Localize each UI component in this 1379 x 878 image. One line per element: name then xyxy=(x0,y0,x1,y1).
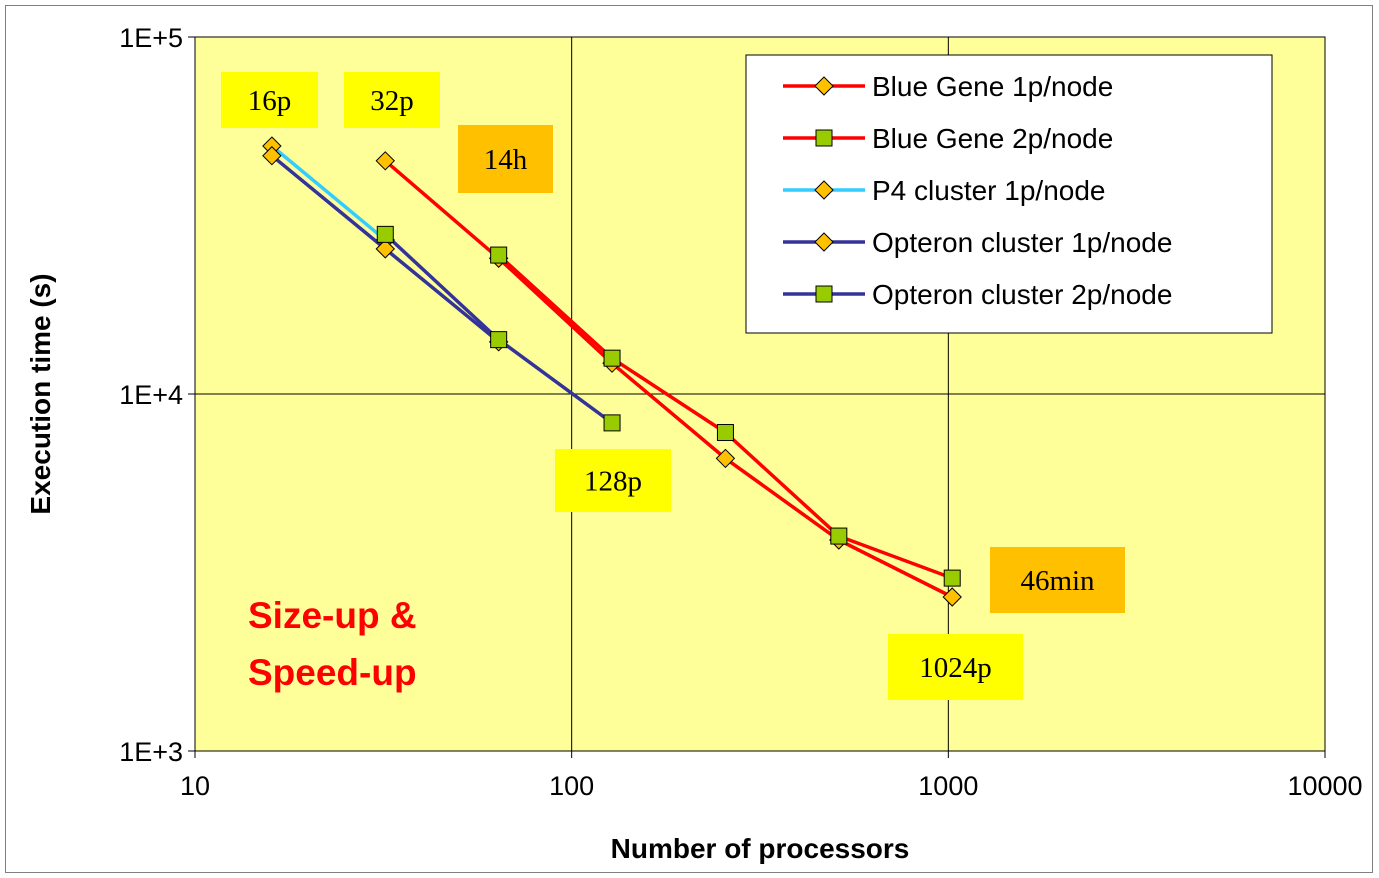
callout-128p: 128p xyxy=(555,449,671,512)
legend-marker xyxy=(815,285,833,303)
note-line-2: Speed-up xyxy=(248,652,417,693)
legend-label: Opteron cluster 2p/node xyxy=(872,279,1172,310)
legend-item-blue-gene-1p-node: Blue Gene 1p/node xyxy=(783,71,1113,102)
legend-marker xyxy=(814,76,834,96)
series-blue-gene-2p-node xyxy=(490,246,961,587)
data-point xyxy=(943,569,961,587)
callout-46min: 46min xyxy=(990,547,1125,613)
legend-label: Blue Gene 1p/node xyxy=(872,71,1113,102)
legend-label: P4 cluster 1p/node xyxy=(872,175,1106,206)
note-line-1: Size-up & xyxy=(248,595,417,636)
series-line xyxy=(270,144,387,242)
data-point xyxy=(375,151,395,171)
callout-32p: 32p xyxy=(344,72,440,128)
callout-box xyxy=(555,449,671,512)
legend-item-opteron-cluster-2p-node: Opteron cluster 2p/node xyxy=(783,279,1172,310)
data-point xyxy=(376,225,394,243)
callout-1024p: 1024p xyxy=(888,634,1023,700)
legend: Blue Gene 1p/node Blue Gene 2p/node P4 clu… xyxy=(745,54,1273,334)
y-tick-label: 1E+3 xyxy=(119,737,183,767)
data-point xyxy=(830,527,848,545)
legend-marker xyxy=(815,129,833,147)
callout-label: 128p xyxy=(584,466,642,498)
legend-item-blue-gene-2p-node: Blue Gene 2p/node xyxy=(783,123,1113,154)
data-point xyxy=(375,239,395,259)
callout-label: 46min xyxy=(1020,565,1095,597)
callout-16p: 16p xyxy=(221,72,318,128)
callout-box xyxy=(344,72,440,128)
x-tick-label: 10 xyxy=(180,771,210,801)
size-speed-note: Size-up & Speed-up xyxy=(248,595,417,693)
series-opteron-cluster-2p-node xyxy=(376,225,621,432)
x-tick-label: 100 xyxy=(549,771,594,801)
callout-box xyxy=(990,547,1125,613)
callout-14h: 14h xyxy=(458,125,553,193)
data-point xyxy=(603,349,621,367)
callout-box xyxy=(888,634,1023,700)
legend-box xyxy=(745,54,1273,334)
callout-label: 14h xyxy=(484,144,528,176)
data-point xyxy=(715,448,736,469)
callout-box xyxy=(221,72,318,128)
y-tick-label: 1E+5 xyxy=(119,23,183,53)
x-tick-label: 1000 xyxy=(918,771,978,801)
legend-item-p4-cluster-1p-node: P4 cluster 1p/node xyxy=(783,175,1106,206)
series-layer xyxy=(262,136,962,607)
callout-label: 1024p xyxy=(919,652,992,684)
y-axis-title: Execution time (s) xyxy=(25,273,56,514)
series-line xyxy=(384,159,953,599)
legend-marker xyxy=(814,232,834,252)
data-point xyxy=(490,246,508,264)
y-tick-label: 1E+4 xyxy=(119,380,183,410)
legend-label: Blue Gene 2p/node xyxy=(872,123,1113,154)
legend-marker xyxy=(814,180,834,200)
data-point xyxy=(490,331,508,349)
data-point xyxy=(603,414,621,432)
x-axis-title: Number of processors xyxy=(611,833,910,864)
data-point xyxy=(262,146,282,166)
callout-label: 32p xyxy=(370,85,414,117)
x-tick-label: 10000 xyxy=(1287,771,1362,801)
data-point xyxy=(716,424,734,442)
data-point xyxy=(942,587,962,607)
callout-box xyxy=(458,125,553,193)
axis-ticks: 10 100 1000 10000 1E+3 1E+4 1E+5 xyxy=(119,23,1362,801)
legend-label: Opteron cluster 1p/node xyxy=(872,227,1172,258)
callouts: 16p 32p 14h 128p 46min 1024p xyxy=(221,72,1125,700)
legend-item-opteron-cluster-1p-node: Opteron cluster 1p/node xyxy=(783,227,1172,258)
callout-label: 16p xyxy=(248,85,292,117)
